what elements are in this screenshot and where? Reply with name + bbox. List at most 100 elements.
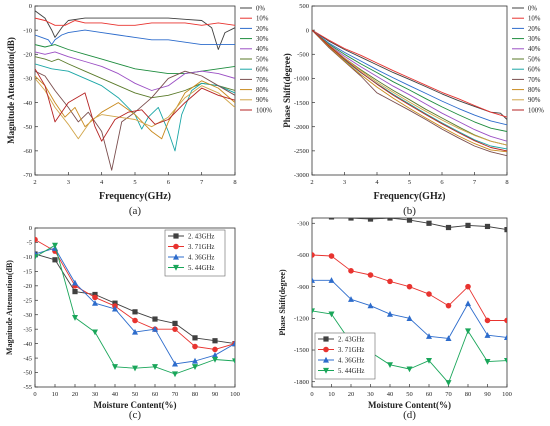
chart-panel-d: 0 10 20 30 40 50 60 70 80 90 100 -300 -600 -900 -1200 -… [278,217,512,421]
data-point [232,340,235,347]
data-point [212,352,218,358]
x-tick-label: 40 [387,391,394,398]
data-point [152,325,158,332]
legend-label: 4. 36GHz [188,254,214,261]
legend-label: 100% [256,107,272,114]
data-point [132,317,138,324]
x-tick-label: 5 [408,179,411,186]
x-tick-label: 6 [440,179,444,186]
y-tick-label: -1800 [294,379,309,386]
y-tick-label: -2000 [294,124,309,131]
data-point [52,242,58,249]
x-tick-label: 4 [100,179,104,186]
data-point [312,308,315,315]
data-point [152,316,158,322]
data-point [232,358,235,365]
plot-frame [34,5,236,176]
series-line [35,70,235,171]
data-point [484,223,491,230]
y-tick-label: -2500 [294,148,309,155]
data-point [426,220,432,226]
legend-label: 5. 44GHz [188,265,214,272]
data-point [504,227,507,233]
legend-label: 2. 43GHz [338,336,364,343]
series-line [312,29,507,132]
chart-panel-c: 0 10 20 30 40 50 60 70 80 90 100 0 -5 -10 -15 -20 -25 -30… [5,225,240,421]
data-point [504,334,507,340]
data-point [465,328,471,335]
x-tick-label: 100 [502,391,512,398]
data-point [72,289,78,295]
y-tick-label: 500 [299,3,309,10]
data-point [465,283,471,290]
x-tick-label: 2 [33,179,36,186]
data-point [328,253,335,259]
x-tick-label: 30 [92,391,99,398]
data-point [348,268,354,274]
x-tick-label: 90 [484,391,491,398]
legend-label: 40% [528,46,541,53]
data-point [323,346,329,353]
data-point [445,335,452,342]
y-tick-label: -20 [23,283,32,290]
y-tick-label: -20 [23,51,32,58]
series-line [312,29,507,152]
chart-panel-b: 2 3 4 5 6 7 8 500 0 -500 -1000 -1500 -2000 -2500 -3000… [282,3,544,217]
data-point [312,218,315,219]
y-tick-label: -30 [23,76,32,83]
data-point [132,328,138,335]
series-line [35,10,235,50]
data-point [406,283,413,290]
legend-label: 90% [528,97,541,104]
data-point [504,357,507,364]
panel-label: (a) [129,205,142,217]
data-point [367,218,374,222]
legend-label: 50% [528,56,541,63]
data-point [348,296,354,302]
data-point [192,343,198,350]
data-point [152,364,158,370]
series-line [312,29,507,120]
y-axis-label: Magnitude Attenuation(dB) [5,260,14,355]
x-tick-label: 3 [343,179,346,186]
data-point [328,218,335,220]
y-tick-label: -60 [23,148,32,155]
x-tick-label: 50 [132,391,139,398]
series-group [35,236,235,378]
y-tick-label: -500 [297,51,309,58]
y-tick-label: -1500 [294,347,309,354]
y-tick-label: 0 [306,27,309,34]
data-point [112,364,118,370]
data-point [387,218,393,221]
legend-label: 100% [528,107,544,114]
data-point [173,233,179,239]
data-point [132,309,138,315]
legend-label: 60% [528,67,541,74]
y-tick-label: -1500 [294,100,309,107]
x-tick-label: 10 [328,391,335,398]
y-tick-label: -600 [297,252,309,259]
series-line [35,29,235,46]
x-tick-label: 3 [67,179,70,186]
series-line [35,51,235,91]
y-tick-label: -10 [23,27,32,34]
y-tick-label: -30 [23,312,32,319]
series-line [312,29,507,146]
data-point [192,335,198,341]
x-tick-label: 80 [465,391,472,398]
legend: 0% 10% 20% 30% 40% 50% 60% 70% 80% 90% 100% [512,5,544,114]
legend-label: 20% [528,26,541,33]
series-line [312,29,507,153]
y-tick-label: -35 [23,326,32,333]
data-point [445,302,452,309]
legend-label: 20% [256,26,269,33]
y-tick-label: -5 [27,240,32,247]
data-point [112,300,118,306]
y-tick-label: -50 [23,124,32,131]
data-point [172,371,178,378]
data-point [426,291,432,297]
y-tick-label: -45 [23,355,32,362]
series-line [35,44,235,75]
data-point [35,254,38,261]
series-line [312,29,507,118]
